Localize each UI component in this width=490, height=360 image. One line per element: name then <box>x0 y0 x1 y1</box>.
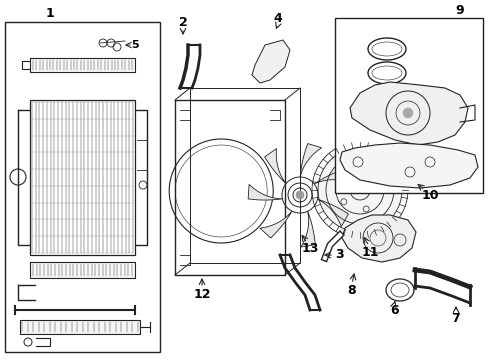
Text: 9: 9 <box>456 4 465 17</box>
Polygon shape <box>342 215 416 262</box>
Text: 3: 3 <box>336 248 344 261</box>
Bar <box>5 22 160 352</box>
Polygon shape <box>260 211 292 238</box>
Bar <box>175 100 285 275</box>
Polygon shape <box>248 184 282 200</box>
Text: 8: 8 <box>348 284 356 297</box>
Polygon shape <box>252 40 290 83</box>
Polygon shape <box>300 144 321 177</box>
Text: 1: 1 <box>46 6 54 19</box>
Polygon shape <box>301 211 316 247</box>
Text: 12: 12 <box>193 288 211 302</box>
Circle shape <box>318 148 402 232</box>
Text: 11: 11 <box>361 247 379 260</box>
Bar <box>190 88 300 263</box>
Text: 10: 10 <box>421 189 439 202</box>
Bar <box>335 18 483 193</box>
Bar <box>20 320 140 334</box>
Polygon shape <box>350 82 468 145</box>
Circle shape <box>296 191 304 199</box>
Text: 5: 5 <box>131 40 139 50</box>
Bar <box>30 100 135 255</box>
Bar <box>30 262 135 278</box>
Text: 6: 6 <box>391 303 399 316</box>
Polygon shape <box>314 169 350 184</box>
Text: 4: 4 <box>273 12 282 24</box>
Text: 13: 13 <box>301 242 319 255</box>
Circle shape <box>403 108 413 118</box>
Text: 7: 7 <box>452 311 461 324</box>
Bar <box>30 58 135 72</box>
Polygon shape <box>340 143 478 188</box>
Polygon shape <box>318 199 348 227</box>
Polygon shape <box>265 149 286 184</box>
Text: 2: 2 <box>179 15 187 28</box>
